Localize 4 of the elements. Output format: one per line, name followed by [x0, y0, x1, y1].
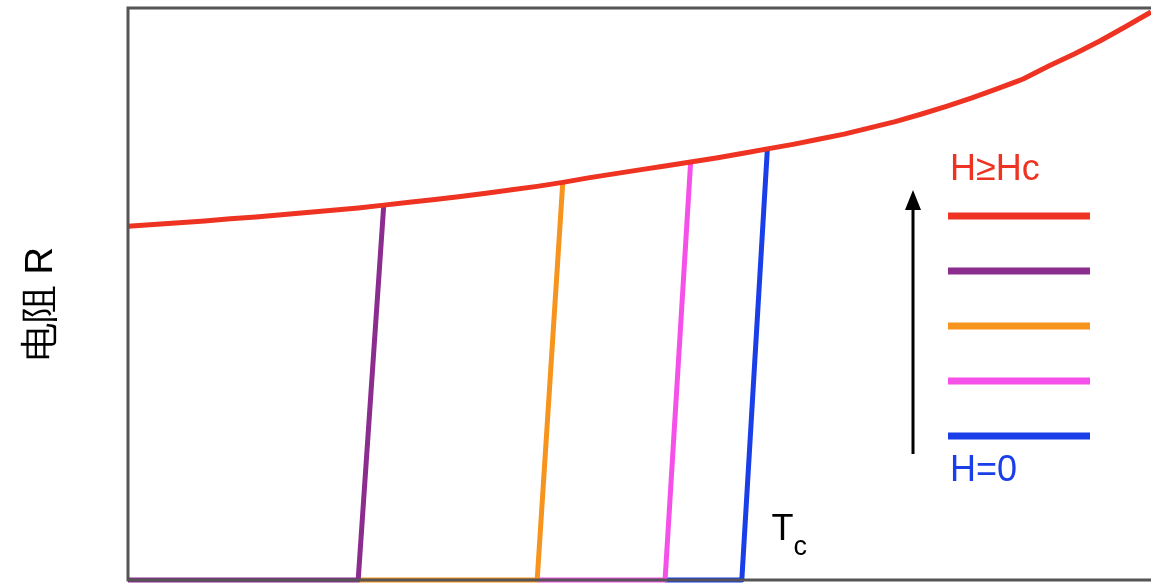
- legend-label: H=0: [950, 448, 1018, 489]
- annotation: T$_{c}$: [771, 507, 807, 561]
- series-label: H≥Hc: [950, 147, 1040, 188]
- y-axis-title: 电阻 R: [18, 247, 60, 361]
